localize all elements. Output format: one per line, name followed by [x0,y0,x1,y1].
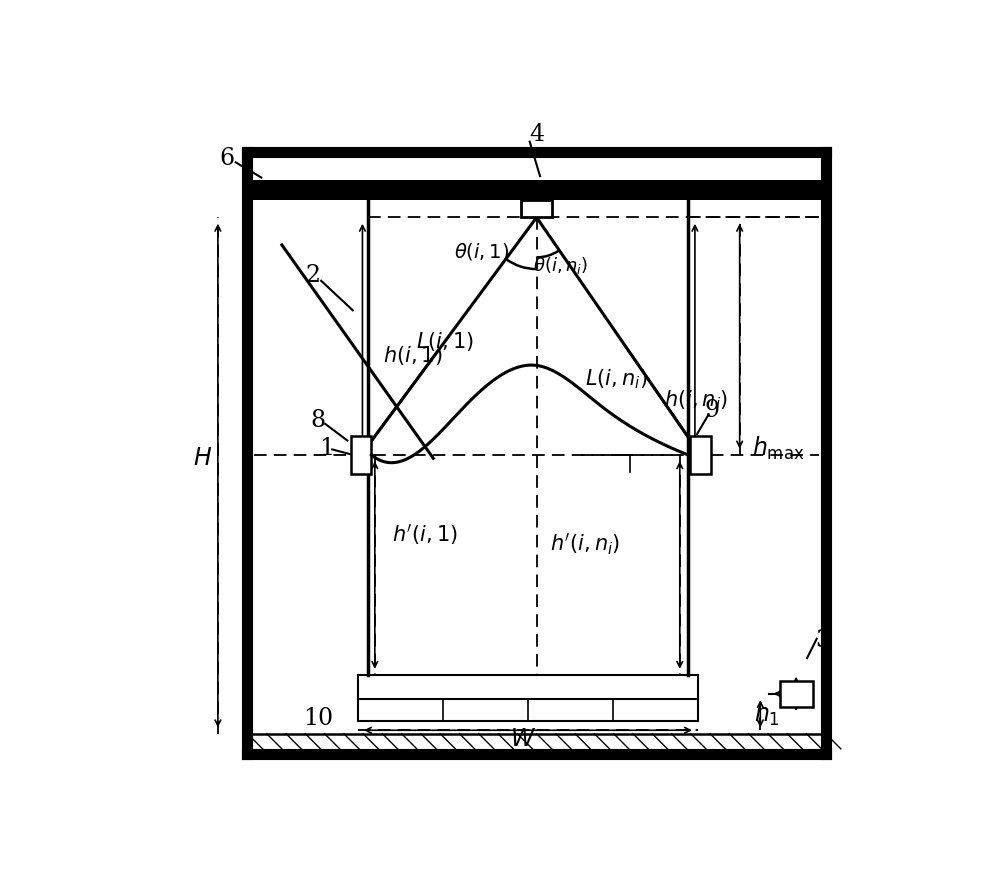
Bar [247,180,826,200]
Text: 4: 4 [529,123,544,147]
Bar [521,200,552,217]
Text: $h(i,n_i)$: $h(i,n_i)$ [664,388,728,411]
Text: $L(i,1)$: $L(i,1)$ [416,330,474,353]
Text: $h(i,1)$: $h(i,1)$ [383,343,443,367]
Text: 1: 1 [319,436,334,460]
Text: $L(i,n_i)$: $L(i,n_i)$ [585,367,647,391]
Text: $h_{\rm max}$: $h_{\rm max}$ [752,434,804,461]
Text: 2: 2 [305,265,320,288]
Text: $h'(i,n_i)$: $h'(i,n_i)$ [550,532,621,557]
Text: 10: 10 [303,707,333,730]
Text: 6: 6 [219,148,234,171]
Text: 3: 3 [815,629,830,653]
Text: $\theta(i,1)$: $\theta(i,1)$ [454,241,509,262]
Text: 8: 8 [311,409,326,432]
Text: $h_1$: $h_1$ [754,701,780,728]
Text: $\theta(i,n_i)$: $\theta(i,n_i)$ [533,255,588,276]
Text: $H$: $H$ [193,447,212,470]
Bar [351,436,371,474]
Text: $h'(i,1)$: $h'(i,1)$ [392,521,458,546]
Text: 9: 9 [705,399,720,422]
Bar [780,680,813,707]
Bar [690,436,711,474]
Text: $W$: $W$ [510,728,536,751]
